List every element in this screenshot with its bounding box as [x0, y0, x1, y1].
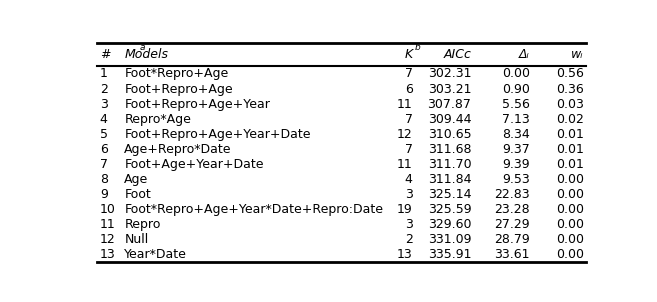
Text: 3: 3 [405, 218, 413, 231]
Text: 2: 2 [100, 82, 108, 95]
Text: 0.90: 0.90 [502, 82, 530, 95]
Text: 9.53: 9.53 [502, 173, 530, 186]
Text: 7: 7 [405, 67, 413, 81]
Text: 0.01: 0.01 [556, 127, 584, 141]
Text: Foot+Repro+Age+Year: Foot+Repro+Age+Year [124, 98, 270, 111]
Text: b: b [414, 43, 420, 52]
Text: 27.29: 27.29 [494, 218, 530, 231]
Text: Foot+Age+Year+Date: Foot+Age+Year+Date [124, 158, 263, 171]
Text: 7: 7 [405, 143, 413, 156]
Text: 28.79: 28.79 [494, 233, 530, 246]
Text: 0.00: 0.00 [556, 188, 584, 201]
Text: 302.31: 302.31 [428, 67, 471, 81]
Text: Null: Null [124, 233, 148, 246]
Text: 11: 11 [397, 98, 413, 111]
Text: 7: 7 [405, 113, 413, 126]
Text: 0.00: 0.00 [556, 218, 584, 231]
Text: 8: 8 [100, 173, 108, 186]
Text: 325.59: 325.59 [428, 203, 471, 216]
Text: 303.21: 303.21 [428, 82, 471, 95]
Text: Δᵢ: Δᵢ [519, 48, 530, 61]
Text: 4: 4 [405, 173, 413, 186]
Text: Age+Repro*Date: Age+Repro*Date [124, 143, 232, 156]
Text: 309.44: 309.44 [428, 113, 471, 126]
Text: 0.56: 0.56 [556, 67, 584, 81]
Text: 0.01: 0.01 [556, 158, 584, 171]
Text: 0.00: 0.00 [502, 67, 530, 81]
Text: 7: 7 [100, 158, 108, 171]
Text: Repro*Age: Repro*Age [124, 113, 191, 126]
Text: a: a [139, 43, 145, 52]
Text: 325.14: 325.14 [428, 188, 471, 201]
Text: 12: 12 [397, 127, 413, 141]
Text: 13: 13 [100, 248, 116, 261]
Text: 13: 13 [397, 248, 413, 261]
Text: wᵢ: wᵢ [572, 48, 584, 61]
Text: 0.02: 0.02 [556, 113, 584, 126]
Text: 7.13: 7.13 [502, 113, 530, 126]
Text: Foot*Repro+Age+Year*Date+Repro:Date: Foot*Repro+Age+Year*Date+Repro:Date [124, 203, 383, 216]
Text: Foot: Foot [124, 188, 151, 201]
Text: Year*Date: Year*Date [124, 248, 187, 261]
Text: 311.84: 311.84 [428, 173, 471, 186]
Text: 311.70: 311.70 [428, 158, 471, 171]
Text: Foot+Repro+Age: Foot+Repro+Age [124, 82, 233, 95]
Text: 311.68: 311.68 [428, 143, 471, 156]
Text: 1: 1 [100, 67, 108, 81]
Text: 12: 12 [100, 233, 116, 246]
Text: 22.83: 22.83 [494, 188, 530, 201]
Text: 19: 19 [397, 203, 413, 216]
Text: Models: Models [124, 48, 168, 61]
Text: 329.60: 329.60 [428, 218, 471, 231]
Text: AICc: AICc [443, 48, 471, 61]
Text: 307.87: 307.87 [428, 98, 471, 111]
Text: K: K [405, 48, 413, 61]
Text: 310.65: 310.65 [428, 127, 471, 141]
Text: Age: Age [124, 173, 148, 186]
Text: 0.36: 0.36 [556, 82, 584, 95]
Text: 23.28: 23.28 [494, 203, 530, 216]
Text: 0.03: 0.03 [556, 98, 584, 111]
Text: 10: 10 [100, 203, 116, 216]
Text: 3: 3 [405, 188, 413, 201]
Text: 9.37: 9.37 [502, 143, 530, 156]
Text: 9.39: 9.39 [503, 158, 530, 171]
Text: 5.56: 5.56 [502, 98, 530, 111]
Text: 0.00: 0.00 [556, 248, 584, 261]
Text: 2: 2 [405, 233, 413, 246]
Text: 9: 9 [100, 188, 108, 201]
Text: 8.34: 8.34 [502, 127, 530, 141]
Text: 5: 5 [100, 127, 108, 141]
Text: Repro: Repro [124, 218, 161, 231]
Text: 11: 11 [100, 218, 116, 231]
Text: 4: 4 [100, 113, 108, 126]
Text: #: # [100, 48, 110, 61]
Text: Foot*Repro+Age: Foot*Repro+Age [124, 67, 229, 81]
Text: 335.91: 335.91 [428, 248, 471, 261]
Text: 0.00: 0.00 [556, 203, 584, 216]
Text: 3: 3 [100, 98, 108, 111]
Text: 6: 6 [100, 143, 108, 156]
Text: 0.01: 0.01 [556, 143, 584, 156]
Text: 33.61: 33.61 [495, 248, 530, 261]
Text: 331.09: 331.09 [428, 233, 471, 246]
Text: 6: 6 [405, 82, 413, 95]
Text: 0.00: 0.00 [556, 173, 584, 186]
Text: 11: 11 [397, 158, 413, 171]
Text: Foot+Repro+Age+Year+Date: Foot+Repro+Age+Year+Date [124, 127, 311, 141]
Text: 0.00: 0.00 [556, 233, 584, 246]
